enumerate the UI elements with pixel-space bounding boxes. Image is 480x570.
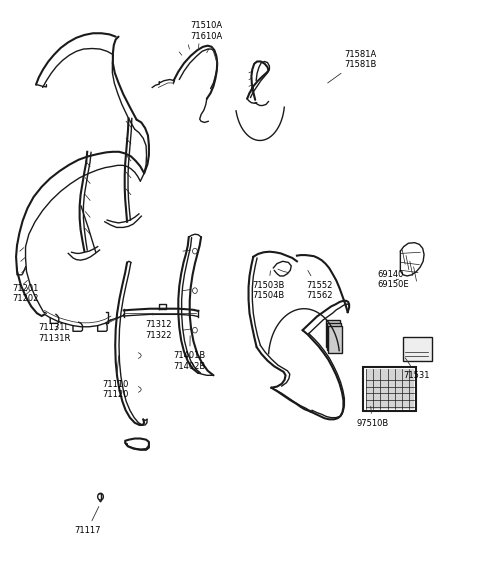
Text: 71117: 71117 <box>74 507 100 535</box>
Text: 71503B
71504B: 71503B 71504B <box>252 271 284 300</box>
Text: 71510A
71610A: 71510A 71610A <box>191 21 223 65</box>
Text: 69140
69150E: 69140 69150E <box>378 270 409 289</box>
Text: 71110
71120: 71110 71120 <box>102 356 129 399</box>
FancyBboxPatch shape <box>403 337 432 361</box>
Text: 97510B: 97510B <box>356 406 388 428</box>
Text: 71401B
71402B: 71401B 71402B <box>174 336 206 371</box>
Text: 71581A
71581B: 71581A 71581B <box>328 50 377 83</box>
Bar <box>366 369 414 409</box>
Bar <box>328 325 342 353</box>
Text: 71131L
71131R: 71131L 71131R <box>38 323 71 343</box>
Text: 71312
71322: 71312 71322 <box>145 314 172 340</box>
FancyBboxPatch shape <box>363 367 417 412</box>
Text: 71201
71202: 71201 71202 <box>12 284 39 303</box>
Text: 71552
71562: 71552 71562 <box>306 270 333 300</box>
Bar <box>327 323 341 350</box>
Text: 71531: 71531 <box>404 358 430 380</box>
Bar <box>326 320 340 347</box>
